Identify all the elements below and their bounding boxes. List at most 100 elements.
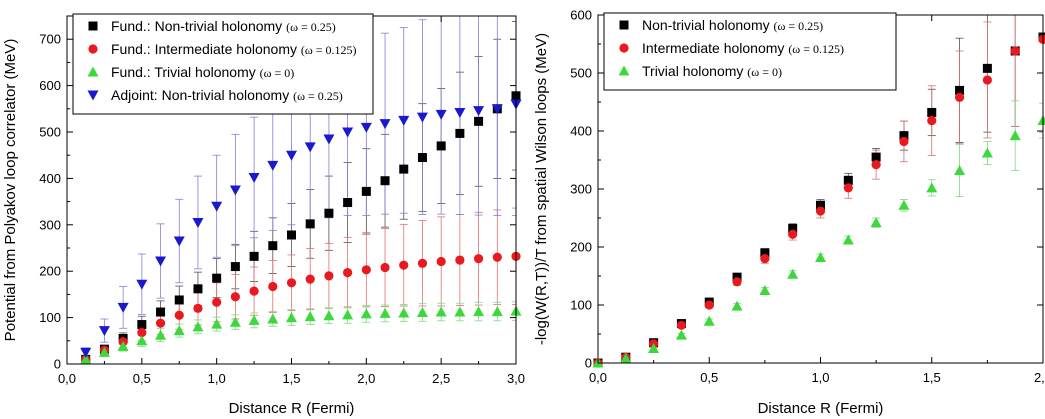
error-bar [512, 21, 516, 171]
legend-label: Trivial holonomy (ω = 0) [642, 63, 782, 79]
data-point [230, 292, 240, 302]
x-axis-label: Distance R (Fermi) [229, 400, 355, 417]
legend: Non-trivial holonomy (ω = 0.25) Intermedi… [603, 12, 897, 91]
data-point [155, 329, 167, 340]
x-tick-label: 0,0 [58, 371, 76, 386]
data-point [454, 306, 466, 317]
legend-box [72, 13, 374, 115]
data-point [286, 312, 297, 323]
data-point [474, 116, 484, 126]
data-point [155, 318, 166, 328]
data-point [305, 274, 315, 284]
data-point [704, 300, 714, 310]
data-point [491, 104, 503, 115]
data-point [98, 346, 110, 357]
data-point [899, 136, 909, 147]
data-point [212, 273, 222, 283]
data-point [137, 327, 147, 338]
data-point [192, 217, 204, 228]
y-tick-label: 300 [39, 217, 61, 232]
data-point [380, 176, 390, 186]
error-bar [512, 16, 516, 216]
y-tick-label: 100 [39, 310, 61, 325]
data-point [173, 236, 185, 247]
data-point [788, 223, 798, 233]
legend-label: Fund.: Trivial holonomy (ω = 0) [111, 64, 294, 80]
y-tick-label: 200 [570, 240, 592, 255]
data-point [399, 260, 409, 270]
legend-marker [88, 21, 98, 31]
data-point [871, 152, 881, 162]
data-point [703, 315, 715, 326]
legend-entry: Adjoint: Non-trivial holonomy (ω = 0.25) [87, 87, 343, 103]
data-point [98, 326, 110, 337]
x-tick-label: 2,0 [1034, 370, 1045, 385]
data-point [927, 107, 937, 117]
data-point [304, 142, 316, 153]
legend-label: Fund.: Non-trivial holonomy (ω = 0.25) [111, 18, 336, 34]
data-point [268, 281, 278, 292]
data-point [117, 302, 129, 313]
x-tick-label: 0,5 [700, 370, 718, 385]
legend-entry: Intermediate holonomy (ω = 0.125) [619, 40, 844, 56]
data-point [267, 313, 279, 324]
data-point [323, 310, 335, 321]
data-point [436, 141, 446, 151]
data-point [192, 321, 204, 332]
data-point [305, 219, 315, 229]
data-point [927, 115, 937, 126]
data-point [759, 285, 771, 295]
y-tick-label: 600 [39, 78, 61, 93]
x-axis-label: Distance R (Fermi) [758, 400, 884, 417]
data-point [788, 229, 798, 239]
error-bar [1039, 15, 1043, 125]
legend-label: Fund.: Intermediate holonomy (ω = 0.125) [111, 41, 357, 57]
data-point [732, 272, 742, 282]
data-point [249, 251, 259, 261]
y-tick-label: 700 [39, 32, 61, 47]
error-bar [512, 301, 516, 321]
x-tick-label: 1,0 [811, 370, 829, 385]
x-tick-label: 1,0 [208, 371, 226, 386]
legend-marker [619, 20, 629, 30]
data-point [871, 160, 881, 170]
data-point [473, 254, 484, 264]
legend: Fund.: Non-trivial holonomy (ω = 0.25) Fu… [72, 13, 374, 115]
legend-box [603, 12, 897, 91]
markers-layer [592, 32, 1045, 368]
data-point [229, 316, 241, 327]
data-point [286, 278, 297, 288]
data-point [926, 182, 938, 193]
y-tick-label: 200 [39, 264, 61, 279]
data-point [1009, 130, 1021, 141]
data-point [174, 310, 184, 320]
data-point [286, 150, 297, 161]
chart-polyakov-loop: 0,0 0,5 1,0 1,5 2,0 2,5 3,0 0 100 200 300 400 500 600… [2, 13, 525, 417]
y-axis-label: Potential from Polyakov loop correlator … [2, 39, 19, 342]
data-point [342, 309, 354, 320]
data-point [323, 134, 335, 145]
x-tick-label: 1,5 [923, 370, 941, 385]
data-point [416, 112, 428, 123]
data-point [117, 340, 129, 351]
axes-layer: 0,0 0,5 1,0 1,5 2,0 0 100 200 300 400 500 600 [570, 8, 1045, 386]
data-point [870, 217, 882, 228]
data-point [816, 200, 825, 210]
data-point [435, 109, 447, 120]
data-point [675, 329, 687, 340]
data-point [760, 248, 770, 258]
x-tick-label: 2,0 [357, 371, 375, 386]
data-point [899, 131, 909, 141]
data-point [954, 92, 965, 102]
data-point [982, 75, 992, 85]
legend-entry: Non-trivial holonomy (ω = 0.25) [619, 17, 823, 33]
legend-label: Non-trivial holonomy (ω = 0.25) [642, 17, 823, 33]
data-point [379, 119, 391, 130]
data-point [343, 198, 353, 208]
data-point [211, 201, 223, 212]
data-point [173, 325, 185, 336]
data-point [136, 335, 148, 346]
data-point [324, 271, 334, 281]
data-point [304, 311, 316, 322]
